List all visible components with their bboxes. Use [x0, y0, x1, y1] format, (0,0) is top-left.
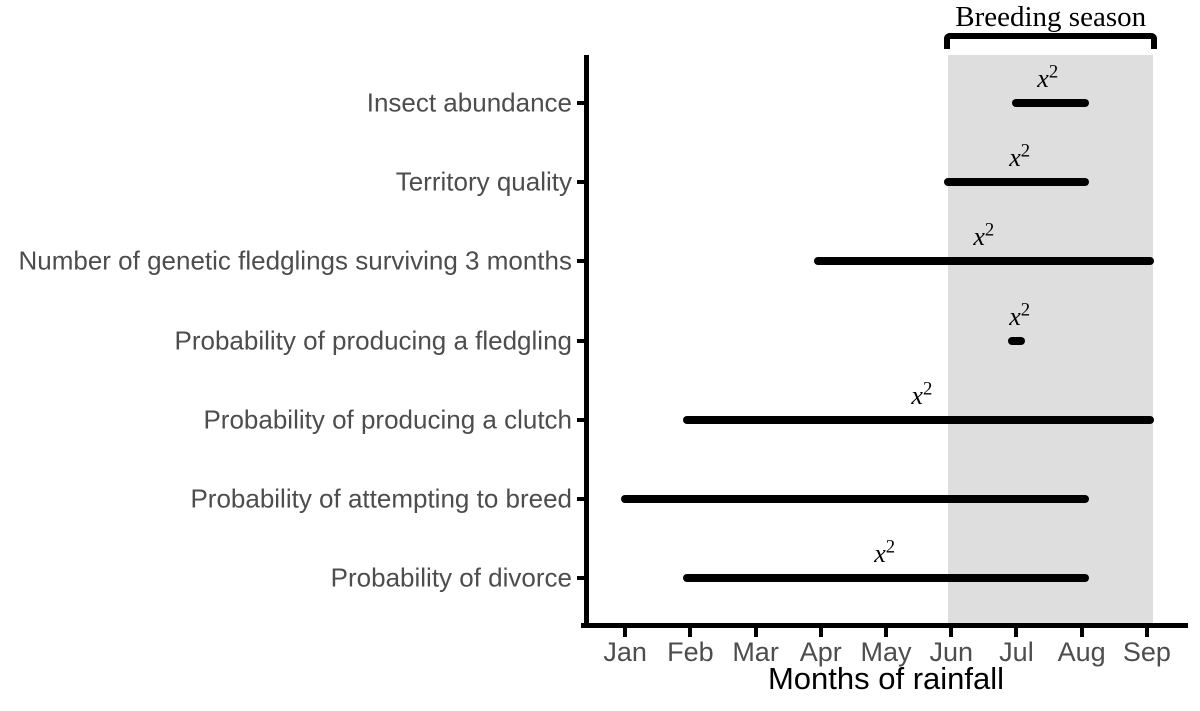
- range-bar: [683, 415, 1155, 424]
- x-tick-label: Aug: [1057, 637, 1106, 667]
- quadratic-annotation: x2: [911, 378, 933, 411]
- quadratic-annotation: x2: [973, 219, 995, 252]
- x-tick-label: May: [860, 637, 912, 667]
- x-tick-mark: [1144, 628, 1149, 637]
- x-tick-label: Sep: [1122, 637, 1171, 667]
- annotation-base: x: [911, 380, 923, 410]
- annotation-exponent: 2: [1020, 298, 1031, 320]
- range-bar: [1007, 336, 1025, 345]
- quadratic-annotation: x2: [1037, 61, 1059, 94]
- x-tick-label: Apr: [799, 637, 842, 667]
- y-axis-line: [584, 55, 589, 628]
- x-tick-mark: [688, 628, 693, 637]
- x-tick-mark: [1079, 628, 1084, 637]
- annotation-exponent: 2: [885, 536, 896, 558]
- annotation-exponent: 2: [1020, 140, 1031, 162]
- range-bar: [943, 178, 1089, 187]
- annotation-exponent: 2: [922, 378, 933, 400]
- quadratic-annotation: x2: [1009, 140, 1031, 173]
- x-tick-label: Feb: [667, 637, 714, 667]
- category-label: Number of genetic fledglings surviving 3…: [18, 245, 572, 276]
- breeding-season-bracket: [943, 33, 1158, 49]
- category-label: Probability of producing a fledgling: [174, 325, 572, 355]
- category-label: Probability of producing a clutch: [203, 404, 572, 435]
- x-tick-mark: [818, 628, 823, 637]
- y-tick-mark: [577, 101, 584, 105]
- x-tick-mark: [1014, 628, 1019, 637]
- y-tick-mark: [577, 180, 584, 185]
- y-tick-mark: [577, 338, 584, 343]
- category-label: Probability of attempting to breed: [190, 483, 572, 514]
- x-axis-title: Months of rainfall: [767, 661, 1005, 696]
- annotation-exponent: 2: [1048, 61, 1059, 83]
- x-tick-label: Mar: [732, 637, 779, 667]
- category-label: Insect abundance: [366, 87, 572, 118]
- range-bar: [621, 494, 1089, 503]
- x-tick-mark: [623, 628, 628, 637]
- annotation-exponent: 2: [984, 219, 995, 241]
- range-bar: [1012, 99, 1089, 107]
- x-tick-label: Jan: [603, 637, 647, 667]
- x-axis-line: [581, 623, 1188, 628]
- annotation-base: x: [1037, 64, 1049, 93]
- category-label: Territory quality: [395, 166, 572, 197]
- annotation-base: x: [1009, 143, 1021, 173]
- range-bar: [683, 574, 1089, 583]
- x-tick-label: Jul: [999, 637, 1034, 667]
- y-tick-mark: [577, 576, 584, 581]
- annotation-base: x: [874, 539, 886, 569]
- quadratic-annotation: x2: [874, 536, 896, 569]
- y-tick-mark: [577, 417, 584, 422]
- y-tick-mark: [577, 259, 584, 264]
- y-tick-mark: [577, 496, 584, 501]
- range-bar: [813, 257, 1155, 266]
- quadratic-annotation: x2: [1009, 298, 1031, 332]
- x-tick-label: Jun: [929, 637, 973, 667]
- x-tick-mark: [753, 628, 758, 637]
- annotation-base: x: [973, 222, 985, 252]
- breeding-season-shade: [947, 55, 1154, 623]
- annotation-base: x: [1009, 301, 1021, 331]
- breeding-season-label: Breeding season: [955, 1, 1147, 33]
- x-tick-mark: [949, 628, 954, 637]
- category-label: Probability of divorce: [330, 562, 572, 593]
- x-tick-mark: [884, 628, 888, 637]
